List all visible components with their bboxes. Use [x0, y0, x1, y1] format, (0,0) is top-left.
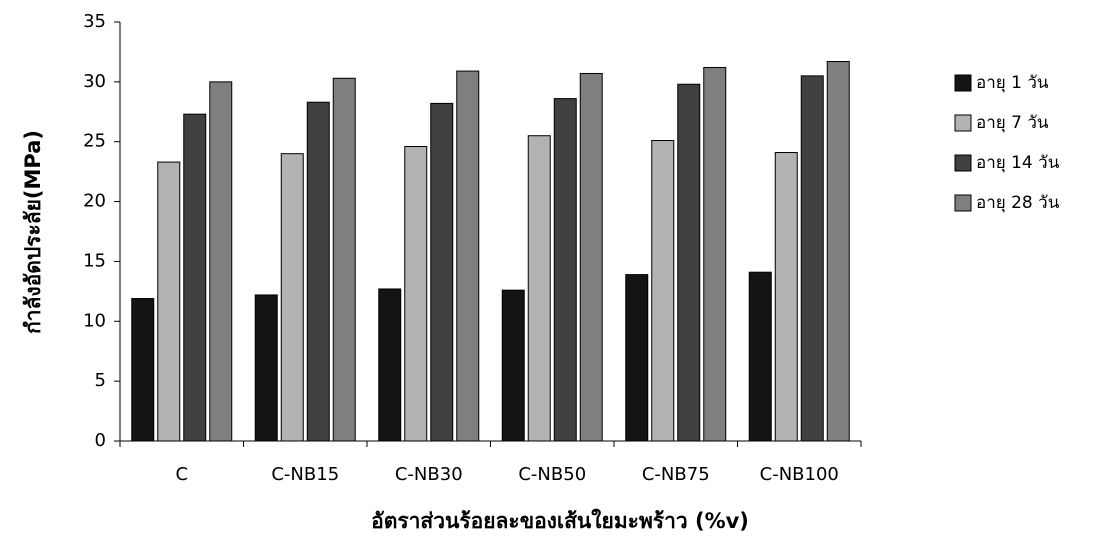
x-tick-label: C-NB75 — [642, 464, 710, 485]
legend-text: อายุ 7 วัน — [976, 113, 1049, 133]
bar — [254, 294, 278, 442]
bar — [625, 274, 649, 442]
x-axis-title: อัตราส่วนร้อยละของเส้นใยมะพร้าว (%v) — [371, 508, 749, 533]
y-tick-label: 0 — [95, 430, 106, 451]
bar — [651, 140, 675, 442]
bar — [579, 72, 603, 442]
bar — [774, 151, 798, 442]
bar — [209, 81, 233, 442]
x-tick-label: C-NB50 — [518, 464, 586, 485]
bar — [430, 102, 454, 442]
y-tick-label: 25 — [83, 131, 106, 152]
legend-text: อายุ 1 วัน — [976, 73, 1049, 93]
bar — [501, 289, 525, 442]
bar — [527, 135, 551, 442]
x-tick-label: C — [175, 464, 188, 485]
y-tick-label: 5 — [95, 370, 106, 391]
bar — [157, 161, 181, 442]
bar — [826, 61, 850, 442]
y-tick-label: 15 — [83, 250, 106, 271]
bar — [456, 70, 480, 442]
bar — [677, 83, 701, 442]
bar — [748, 271, 772, 442]
legend-text: อายุ 14 วัน — [976, 153, 1060, 173]
bar — [131, 298, 155, 442]
y-tick-label: 10 — [83, 310, 106, 331]
x-tick-label: C-NB15 — [271, 464, 339, 485]
legend-text: อายุ 28 วัน — [976, 193, 1060, 213]
bar — [404, 146, 428, 442]
y-tick-label: 20 — [83, 191, 106, 212]
y-tick-label: 35 — [83, 11, 106, 32]
bar — [553, 98, 577, 442]
x-tick-label: C-NB100 — [760, 464, 839, 485]
y-tick-label: 30 — [83, 71, 106, 92]
bar — [280, 153, 304, 442]
bar — [378, 288, 402, 442]
bar — [306, 101, 330, 442]
x-tick-label: C-NB30 — [395, 464, 463, 485]
legend-swatch — [954, 154, 972, 172]
bar — [183, 113, 207, 442]
bar — [703, 66, 727, 442]
legend-swatch — [954, 194, 972, 212]
bar — [800, 75, 824, 442]
y-axis-title: กำลังอัดประลัย(MPa) — [21, 130, 45, 334]
legend-swatch — [954, 74, 972, 92]
bar — [332, 77, 356, 442]
legend-swatch — [954, 114, 972, 132]
